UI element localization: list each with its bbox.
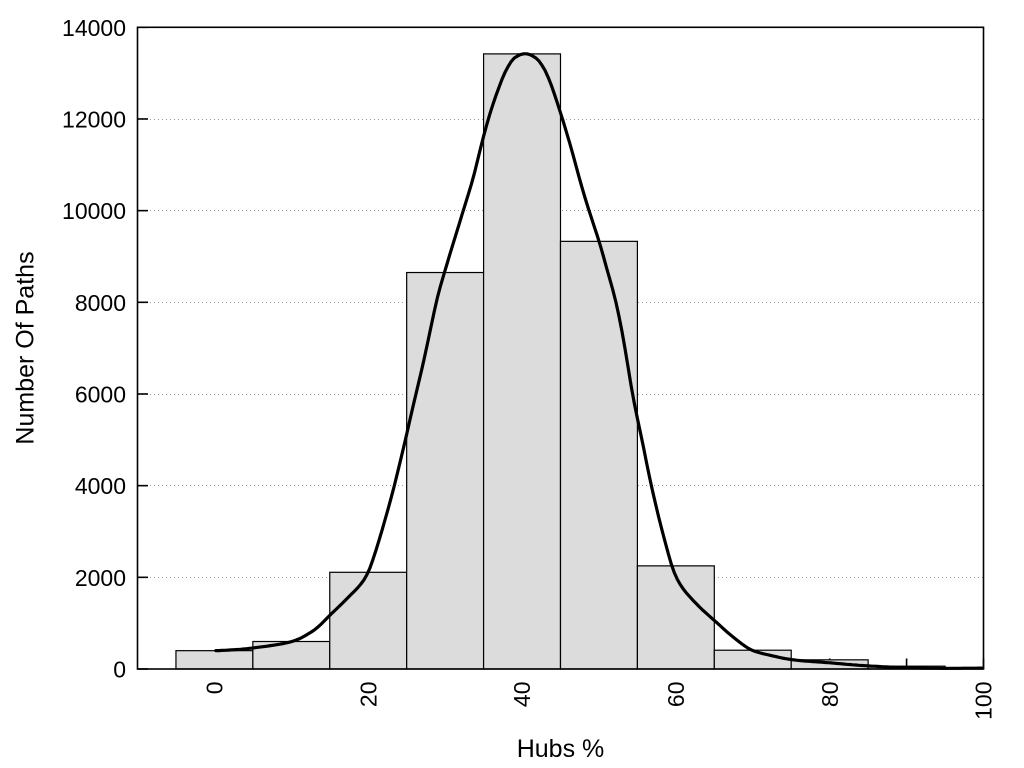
svg-text:2000: 2000 (75, 565, 126, 591)
svg-text:6000: 6000 (75, 382, 126, 408)
svg-text:60: 60 (663, 682, 689, 708)
svg-text:Hubs %: Hubs % (517, 735, 605, 763)
svg-text:8000: 8000 (75, 290, 126, 316)
svg-text:40: 40 (509, 682, 535, 708)
svg-text:Number Of Paths: Number Of Paths (12, 251, 40, 444)
svg-text:10000: 10000 (62, 198, 126, 224)
svg-text:12000: 12000 (62, 107, 126, 133)
svg-text:0: 0 (113, 657, 126, 683)
svg-text:20: 20 (355, 682, 381, 708)
svg-text:4000: 4000 (75, 473, 126, 499)
svg-text:0: 0 (202, 682, 228, 695)
svg-text:100: 100 (971, 682, 997, 720)
svg-text:80: 80 (817, 682, 843, 708)
svg-text:14000: 14000 (62, 15, 126, 41)
